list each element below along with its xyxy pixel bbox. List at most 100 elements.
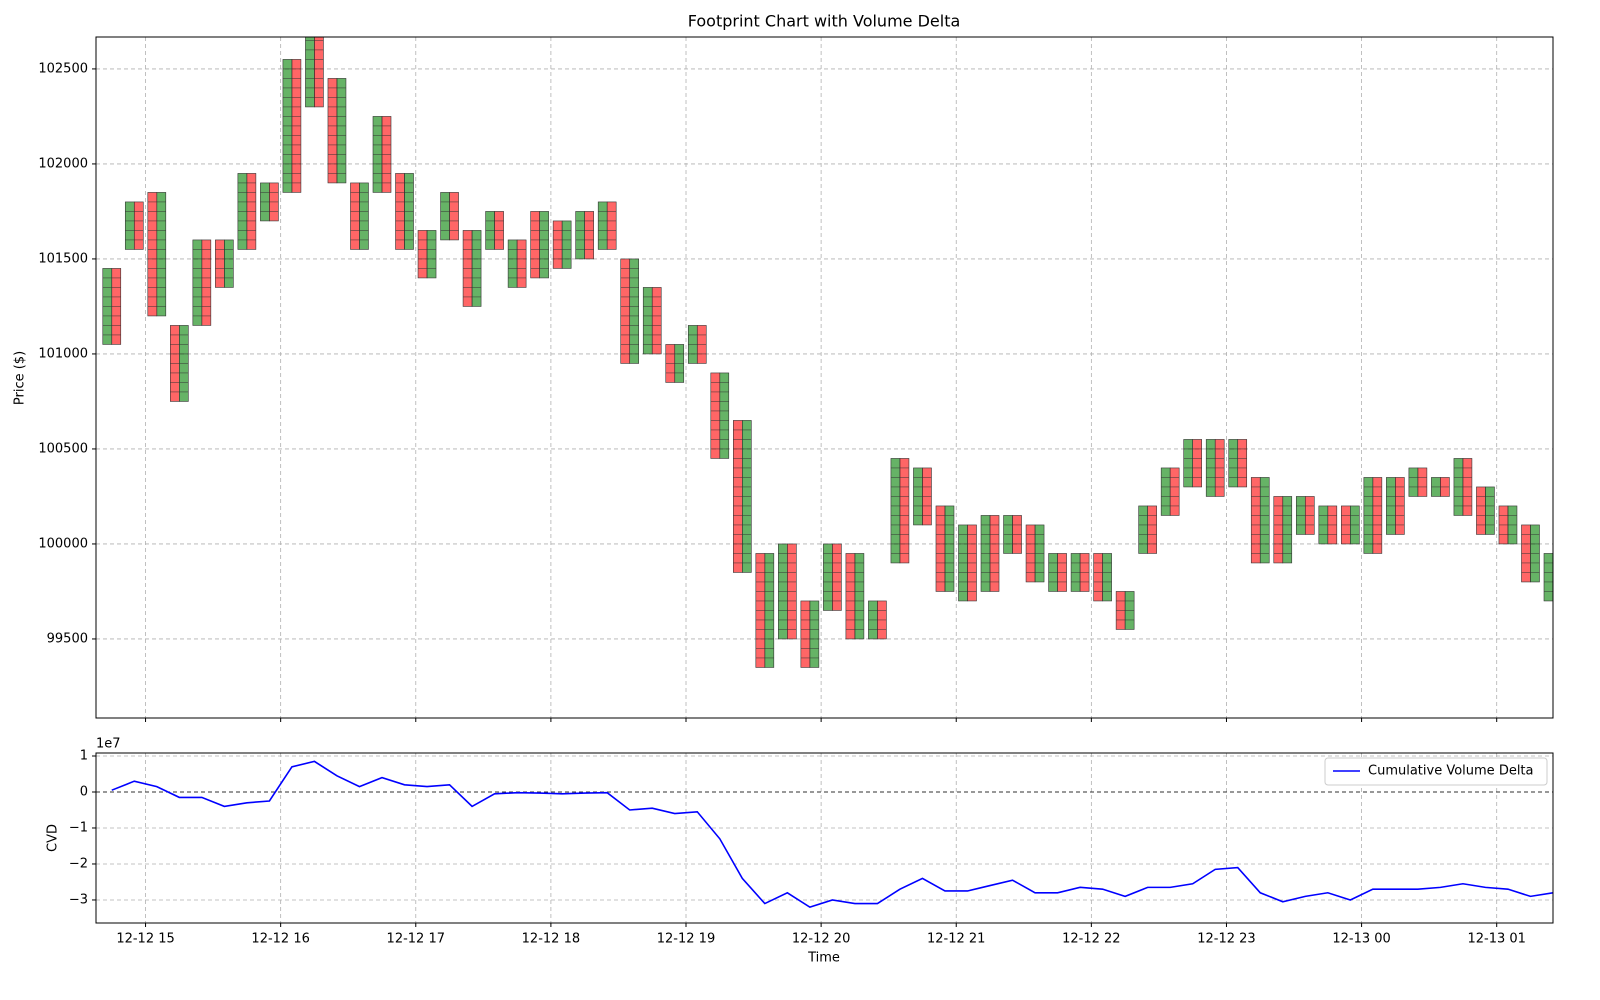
footprint-bar (823, 543, 842, 611)
footprint-body (350, 182, 360, 250)
x-tick-label: 12-12 16 (251, 932, 309, 947)
footprint-cell-divider (1093, 562, 1112, 592)
footprint-body (1183, 439, 1193, 488)
x-tick-label: 12-13 00 (1332, 932, 1390, 947)
footprint-body (1408, 467, 1419, 497)
footprint-body (147, 192, 158, 317)
footprint-cell-divider (237, 182, 256, 241)
footprint-bar (260, 182, 279, 222)
footprint-bar (350, 182, 369, 250)
footprint-body (575, 211, 585, 260)
footprint-body (890, 458, 901, 564)
footprint-bar (665, 344, 685, 383)
footprint-cell-divider (1206, 448, 1225, 488)
footprint-bar (1341, 505, 1360, 545)
y-tick-label: 99500 (47, 631, 88, 646)
footprint-cell-divider (620, 268, 639, 355)
footprint-cell-divider (1498, 515, 1517, 535)
x-tick-label: 12-13 01 (1467, 932, 1525, 947)
footprint-body (1543, 553, 1553, 602)
footprint-cell-divider (1408, 477, 1427, 488)
y-axis-label: CVD (46, 824, 61, 852)
y-tick-label: 101500 (38, 251, 88, 266)
y-tick-label: 0 (80, 784, 88, 799)
footprint-body (426, 230, 437, 279)
footprint-bar (1521, 524, 1540, 583)
footprint-body (1169, 467, 1180, 516)
footprint-bar (485, 211, 504, 250)
footprint-cell-divider (845, 562, 864, 630)
footprint-bar (1025, 524, 1045, 583)
footprint-cell-divider (1048, 562, 1067, 583)
footprint-cell-divider (710, 382, 729, 450)
footprint-bar (1003, 515, 1022, 554)
footprint-body (1160, 467, 1171, 516)
footprint-cell-divider (553, 230, 572, 260)
footprint-bar (102, 268, 122, 345)
footprint-cell-divider (1386, 486, 1405, 526)
footprint-cell-divider (125, 211, 144, 241)
footprint-body (201, 239, 212, 326)
footprint-body (1147, 505, 1157, 554)
footprint-bar (890, 458, 910, 564)
x-tick-label: 12-12 17 (387, 932, 445, 947)
footprint-bar (1205, 439, 1225, 497)
footprint-bar (620, 258, 640, 364)
footprint-cell-divider (260, 192, 279, 212)
footprint-bar (507, 239, 527, 288)
footprint-body (606, 201, 617, 250)
legend-label: Cumulative Volume Delta (1368, 764, 1534, 779)
footprint-cell-divider (485, 220, 504, 241)
footprint-body (642, 287, 653, 355)
footprint-bar (305, 37, 324, 108)
footprint-cell-divider (1273, 505, 1292, 554)
footprint-body (516, 239, 527, 288)
footprint-bar (1431, 477, 1450, 497)
footprint-bar (597, 201, 617, 250)
y-tick-label: 102500 (38, 61, 88, 76)
x-tick-label: 12-12 23 (1197, 932, 1255, 947)
footprint-cell-divider (868, 610, 887, 630)
chart-title: Footprint Chart with Volume Delta (688, 12, 961, 31)
axes-frame (95, 36, 1554, 719)
footprint-body (224, 239, 234, 288)
footprint-bar (1183, 439, 1202, 488)
footprint-bar (1115, 591, 1135, 630)
footprint-body (1138, 505, 1148, 554)
footprint-cell-divider (1251, 486, 1270, 554)
footprint-bar (147, 192, 167, 317)
footprint-cell-divider (733, 429, 752, 564)
footprint-cell-divider (755, 562, 774, 659)
footprint-body (935, 505, 946, 592)
x-tick-label: 12-12 15 (116, 932, 174, 947)
footprint-body (124, 201, 135, 250)
legend-box (1324, 757, 1548, 786)
legend: Cumulative Volume Delta (1324, 757, 1548, 786)
footprint-cell-divider (981, 524, 1000, 583)
footprint-cell-divider (372, 125, 391, 184)
footprint-bar (124, 201, 144, 250)
footprint-cell-divider (665, 353, 684, 374)
footprint-cell-divider (1183, 448, 1202, 478)
footprint-cell-divider (1026, 534, 1045, 573)
footprint-bar (1048, 553, 1067, 592)
footprint-body (584, 211, 594, 260)
footprint-cell-divider (215, 249, 234, 279)
footprint-bar (1408, 467, 1428, 497)
footprint-bar (215, 239, 234, 288)
footprint-cell-divider (440, 201, 459, 231)
footprint-body (530, 211, 540, 279)
footprint-body (899, 458, 910, 564)
footprint-body (1485, 486, 1495, 535)
footprint-cell-divider (958, 534, 977, 592)
footprint-bar (913, 467, 932, 526)
footprint-body (1476, 486, 1486, 535)
x-tick-label: 12-12 18 (522, 932, 580, 947)
x-axis-label: Time (807, 951, 840, 966)
footprint-body (845, 553, 856, 640)
footprint-bar (1386, 477, 1405, 535)
y-tick-label: 1 (80, 748, 88, 763)
footprint-cell-divider (1476, 496, 1495, 526)
footprint-bar (462, 230, 482, 307)
